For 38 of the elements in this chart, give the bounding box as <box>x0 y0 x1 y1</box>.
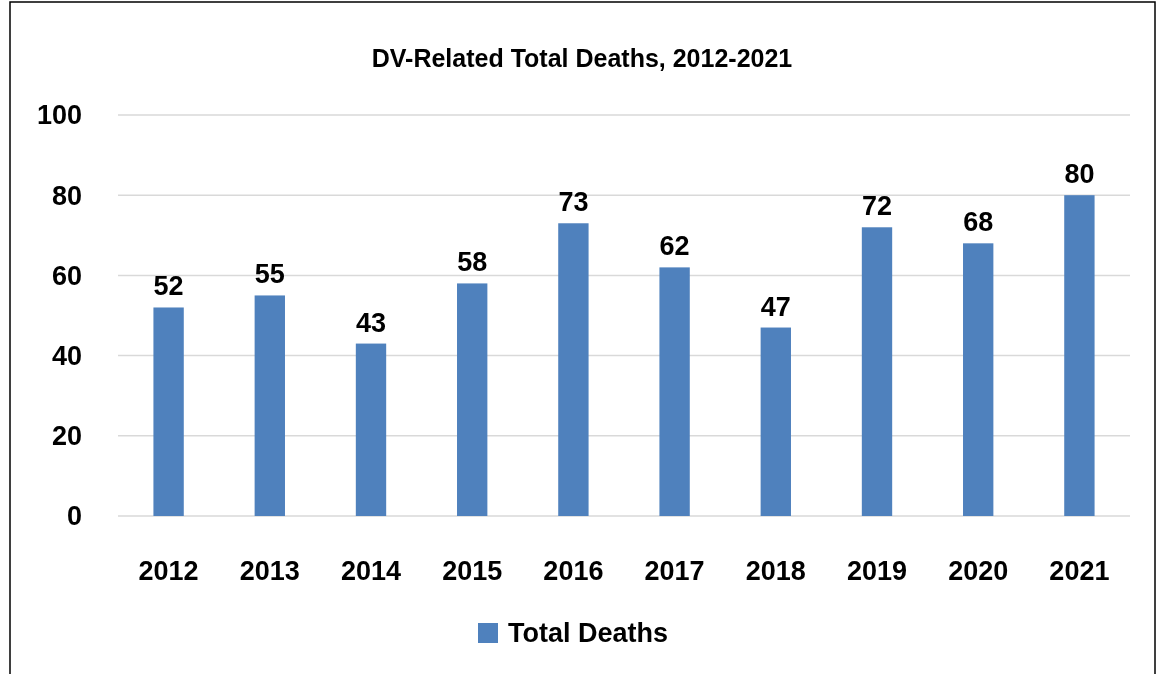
bar <box>558 223 589 516</box>
x-tick-label: 2019 <box>846 556 908 586</box>
y-tick-label: 60 <box>51 260 82 291</box>
x-tick-label: 2018 <box>745 556 806 586</box>
y-tick-label: 100 <box>36 100 82 131</box>
chart-title: DV-Related Total Deaths, 2012-2021 <box>371 44 793 72</box>
y-tick-label: 80 <box>51 180 82 211</box>
data-label: 80 <box>1064 159 1095 190</box>
x-tick-label: 2012 <box>138 556 199 586</box>
data-label: 47 <box>760 291 791 322</box>
x-tick-label: 2016 <box>543 556 604 586</box>
y-tick-label: 0 <box>66 501 82 532</box>
data-label: 73 <box>558 187 589 218</box>
data-label: 68 <box>963 207 994 238</box>
bar <box>760 327 791 516</box>
bar <box>861 227 893 516</box>
data-label: 58 <box>457 247 488 278</box>
bar <box>963 243 994 516</box>
x-tick-label: 2013 <box>239 556 300 586</box>
x-tick-label: 2015 <box>442 556 503 586</box>
x-tick-label: 2020 <box>948 556 1009 586</box>
data-label: 55 <box>254 259 285 290</box>
bar <box>355 343 387 516</box>
x-tick-label: 2014 <box>340 556 402 586</box>
data-label: 52 <box>153 271 184 302</box>
bar <box>254 295 285 516</box>
data-label: 62 <box>659 231 690 262</box>
bar <box>659 267 690 516</box>
data-label: 43 <box>355 307 387 338</box>
x-tick-label: 2021 <box>1049 556 1110 586</box>
legend-label: Total Deaths <box>508 618 669 649</box>
y-tick-label: 20 <box>51 421 82 452</box>
bar <box>153 307 184 516</box>
bar <box>457 283 488 516</box>
data-label: 72 <box>861 191 893 222</box>
bar <box>1064 195 1095 516</box>
y-tick-label: 40 <box>51 341 82 372</box>
x-tick-label: 2017 <box>644 556 705 586</box>
